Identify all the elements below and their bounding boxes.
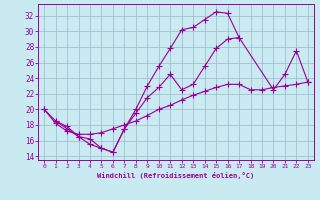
X-axis label: Windchill (Refroidissement éolien,°C): Windchill (Refroidissement éolien,°C)	[97, 172, 255, 179]
